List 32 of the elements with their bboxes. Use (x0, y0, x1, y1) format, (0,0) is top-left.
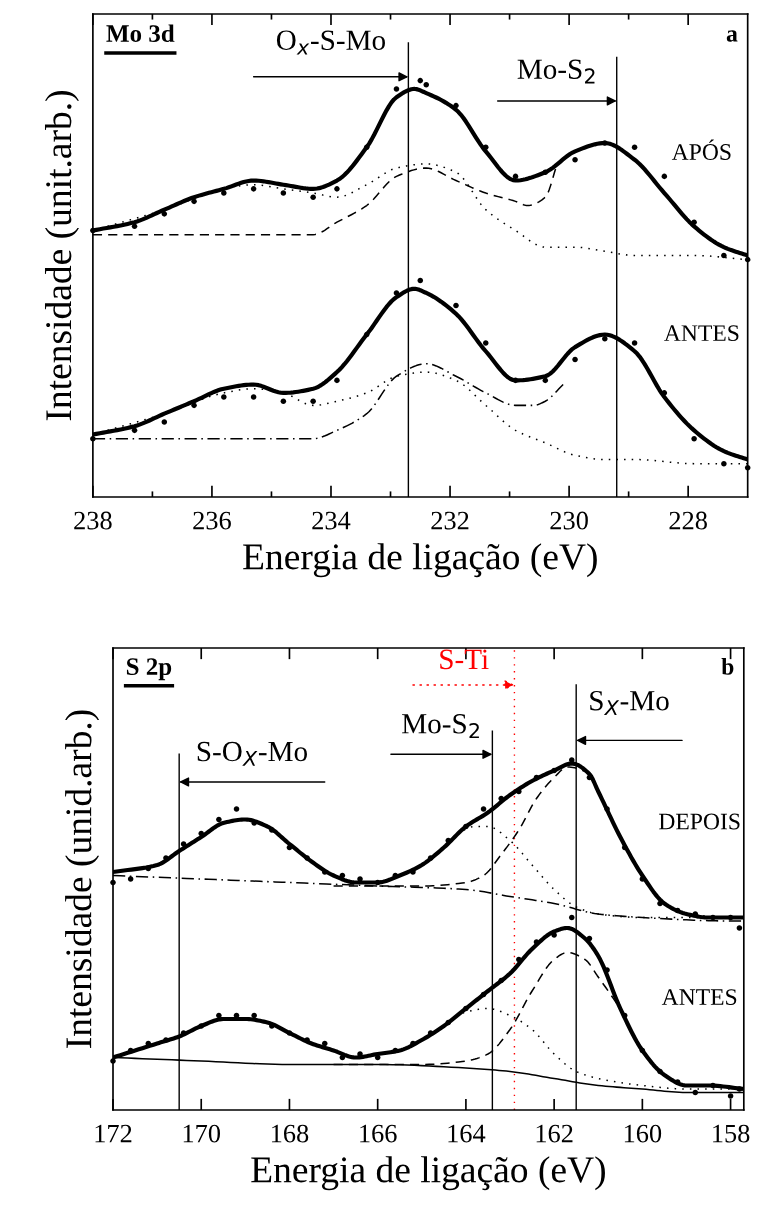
x-tick-label: 232 (431, 511, 469, 530)
x-tick-label: 234 (312, 511, 351, 530)
x-tick-label: 228 (669, 511, 707, 530)
x-axis-title: Energia de ligação (eV) (243, 543, 597, 578)
ref-line-label: S-Ti (440, 649, 489, 670)
x-tick-label: 160 (624, 1124, 662, 1143)
ref-line-label: S$_{X}$-Mo (590, 690, 669, 716)
x-tick-label: 168 (271, 1124, 309, 1143)
ref-line-label: Mo-S$_{2}$ (402, 714, 479, 739)
x-tick-label: 236 (193, 511, 231, 530)
ref-line-label: Mo-S$_{2}$ (517, 59, 595, 84)
y-axis-title: Intensidade (unid.arb.) (65, 710, 100, 1048)
x-tick-label: 162 (536, 1124, 573, 1143)
annotation: DEPOIS (659, 813, 740, 830)
x-tick-label: 230 (550, 511, 588, 530)
annotation: ANTES (661, 989, 737, 1006)
annotation: APÓS (671, 139, 731, 160)
text: S 2p (126, 658, 172, 681)
x-tick-label: 238 (74, 511, 112, 530)
annotation: ANTES (664, 325, 739, 342)
x-tick-label: 170 (183, 1124, 221, 1143)
x-tick-label: 164 (448, 1124, 486, 1143)
x-axis-title: Energia de ligação (eV) (251, 1156, 605, 1191)
x-tick-label: 172 (95, 1124, 132, 1143)
ref-line-label: O$_{x}$-S-Mo (276, 30, 385, 55)
ref-line-label: S-O$_{X}$-Mo (197, 741, 307, 766)
text: b (721, 658, 734, 675)
text: Mo 3d (106, 24, 175, 42)
x-tick-label: 158 (713, 1124, 750, 1143)
y-axis-title: Intensidade (unit.arb.) (44, 91, 79, 421)
x-tick-label: 166 (360, 1124, 397, 1143)
text: a (726, 30, 738, 42)
